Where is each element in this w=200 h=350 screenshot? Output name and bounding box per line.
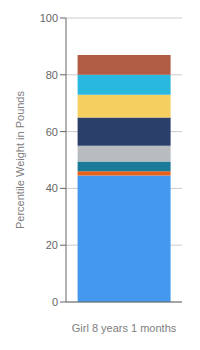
svg-text:0: 0 [52,296,58,308]
svg-text:100: 100 [40,12,58,24]
svg-text:Girl 8 years 1 months: Girl 8 years 1 months [72,322,177,334]
svg-text:80: 80 [46,69,58,81]
svg-text:40: 40 [46,182,58,194]
svg-text:60: 60 [46,126,58,138]
svg-text:Percentile Weight in Pounds: Percentile Weight in Pounds [14,91,26,229]
svg-text:20: 20 [46,239,58,251]
